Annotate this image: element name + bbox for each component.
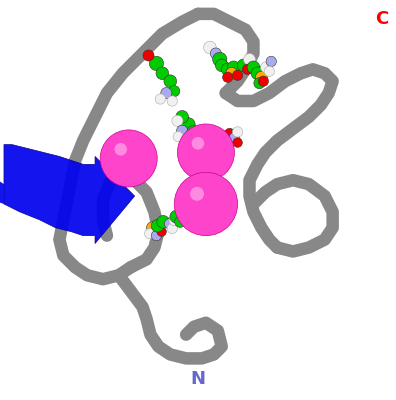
Circle shape: [151, 230, 162, 241]
Circle shape: [190, 187, 204, 201]
Circle shape: [215, 59, 228, 72]
Circle shape: [155, 94, 166, 104]
Circle shape: [114, 143, 127, 156]
Circle shape: [232, 127, 243, 137]
Circle shape: [261, 62, 272, 73]
Circle shape: [169, 86, 180, 97]
Circle shape: [190, 133, 202, 144]
Circle shape: [244, 54, 255, 65]
Circle shape: [213, 52, 227, 66]
Circle shape: [167, 223, 177, 234]
Polygon shape: [0, 176, 4, 204]
Circle shape: [147, 222, 158, 234]
Circle shape: [192, 137, 204, 150]
Circle shape: [156, 67, 169, 80]
Circle shape: [210, 48, 221, 59]
Circle shape: [237, 59, 250, 72]
Circle shape: [229, 132, 240, 142]
Circle shape: [209, 128, 219, 138]
Circle shape: [223, 136, 233, 146]
Circle shape: [227, 61, 240, 74]
Circle shape: [143, 50, 154, 61]
Circle shape: [242, 64, 253, 74]
Circle shape: [233, 138, 242, 147]
Circle shape: [215, 136, 225, 146]
Circle shape: [225, 128, 235, 139]
Circle shape: [177, 125, 188, 136]
Circle shape: [247, 61, 260, 74]
Circle shape: [177, 124, 234, 181]
Circle shape: [187, 126, 200, 138]
Circle shape: [177, 211, 187, 220]
Circle shape: [218, 131, 229, 142]
Circle shape: [149, 56, 164, 70]
Circle shape: [164, 219, 175, 229]
Circle shape: [181, 118, 195, 132]
Circle shape: [251, 67, 264, 80]
Circle shape: [167, 96, 177, 106]
Circle shape: [264, 66, 274, 76]
Circle shape: [172, 115, 183, 126]
Circle shape: [169, 216, 179, 226]
Circle shape: [204, 41, 216, 54]
Circle shape: [202, 130, 214, 143]
Circle shape: [175, 216, 186, 227]
Text: N: N: [190, 370, 206, 388]
Circle shape: [254, 78, 265, 89]
Circle shape: [176, 110, 188, 123]
Circle shape: [209, 141, 220, 152]
Circle shape: [221, 63, 234, 76]
Circle shape: [173, 132, 183, 142]
Circle shape: [151, 220, 164, 232]
Polygon shape: [4, 144, 135, 244]
Circle shape: [226, 67, 238, 79]
Circle shape: [223, 72, 233, 82]
Circle shape: [182, 132, 192, 142]
Circle shape: [157, 227, 166, 236]
Circle shape: [196, 128, 208, 141]
Circle shape: [100, 130, 157, 187]
Text: C: C: [375, 10, 388, 28]
Circle shape: [164, 75, 177, 88]
Circle shape: [255, 71, 267, 83]
Circle shape: [174, 172, 238, 236]
Circle shape: [232, 70, 243, 80]
Circle shape: [157, 216, 169, 228]
Circle shape: [266, 56, 276, 66]
Circle shape: [170, 210, 183, 223]
Circle shape: [206, 136, 217, 147]
Circle shape: [145, 228, 155, 239]
Circle shape: [258, 76, 268, 86]
Circle shape: [161, 88, 172, 99]
